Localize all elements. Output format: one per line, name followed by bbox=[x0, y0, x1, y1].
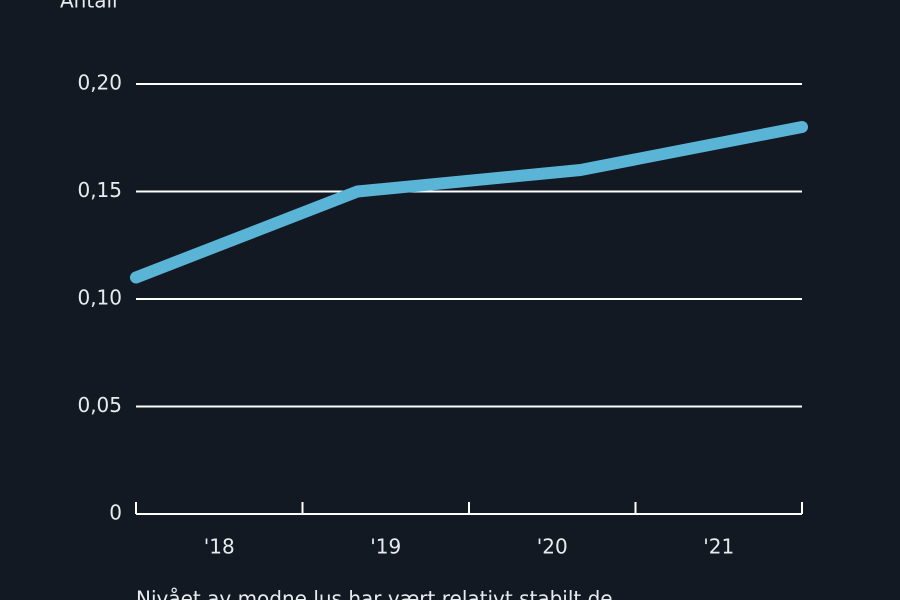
x-tick-label: '19 bbox=[370, 535, 401, 559]
y-tick-label: 0 bbox=[109, 501, 122, 525]
y-tick-label: 0,15 bbox=[77, 178, 122, 202]
x-tick-label: '21 bbox=[703, 535, 734, 559]
y-tick-label: 0,10 bbox=[77, 286, 122, 310]
data-line bbox=[130, 121, 808, 284]
y-axis-label: Antall bbox=[60, 0, 118, 13]
x-tick-label: '20 bbox=[537, 535, 568, 559]
x-tick-label: '18 bbox=[204, 535, 235, 559]
y-tick-label: 0,20 bbox=[77, 71, 122, 95]
y-tick-label: 0,05 bbox=[77, 393, 122, 417]
caption: Nivået av modne lus har vært relativt st… bbox=[136, 587, 613, 600]
